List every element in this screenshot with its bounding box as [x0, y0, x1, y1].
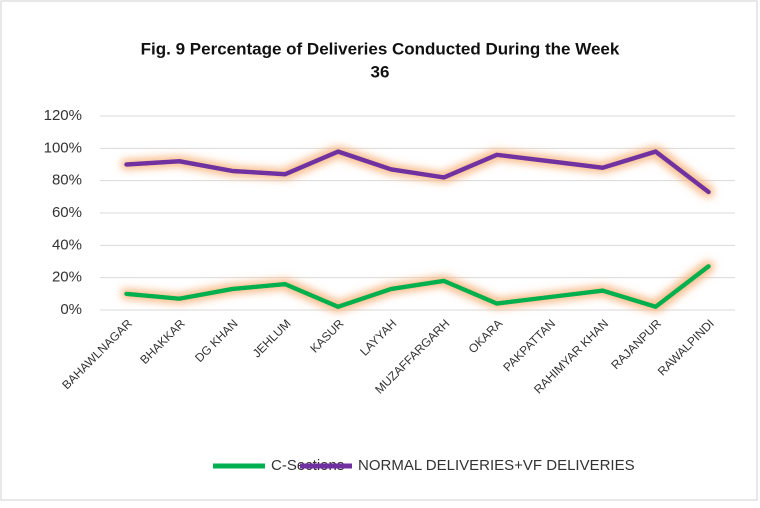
y-tick-label: 0%	[60, 301, 82, 318]
y-tick-label: 100%	[44, 139, 82, 156]
y-tick-label: 120%	[44, 107, 82, 124]
y-tick-label: 40%	[52, 236, 82, 253]
series-line	[124, 264, 711, 310]
y-tick-label: 20%	[52, 269, 82, 286]
chart-title: Fig. 9 Percentage of Deliveries Conducte…	[141, 39, 620, 58]
chart-title: 36	[371, 62, 390, 81]
y-tick-label: 80%	[52, 172, 82, 189]
series-line	[124, 149, 711, 195]
legend-label: NORMAL DELIVERIES+VF DELIVERIES	[358, 457, 635, 474]
y-tick-label: 60%	[52, 204, 82, 221]
